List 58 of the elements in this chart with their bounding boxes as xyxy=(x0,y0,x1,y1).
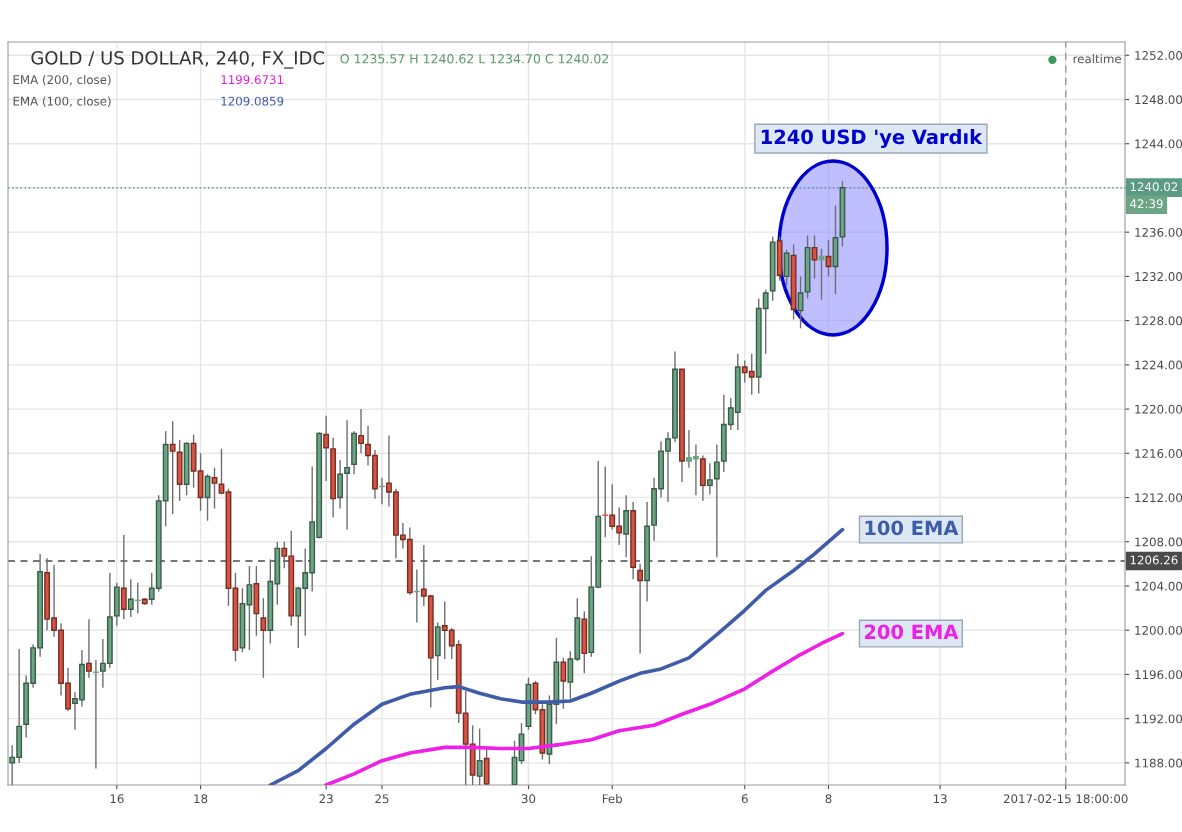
line-series xyxy=(268,527,845,785)
x-tick-label: 8 xyxy=(825,794,832,804)
y-tick-label: 1248.00 xyxy=(1135,95,1182,105)
annotation: EMA (100, close) xyxy=(13,96,111,107)
annotation: realtime xyxy=(1073,54,1122,64)
chart-title: GOLD / US DOLLAR, 240, FX_IDC xyxy=(31,51,325,69)
x-tick-label: Feb xyxy=(602,794,622,804)
x-tick-label: 18 xyxy=(194,794,208,804)
candlestick xyxy=(211,466,218,510)
y-tick-label: 1212.00 xyxy=(1135,493,1182,503)
y-tick-label: 1252.00 xyxy=(1135,50,1182,60)
candlestick xyxy=(706,462,713,495)
candlestick xyxy=(120,534,127,620)
x-tick-label: 16 xyxy=(110,794,124,804)
candlestick xyxy=(783,249,790,286)
y-tick-label: 1228.00 xyxy=(1135,316,1182,326)
ref-line-label: 1206.26 xyxy=(1130,555,1178,565)
candlestick xyxy=(560,657,567,710)
y-tick-label: 1220.00 xyxy=(1135,404,1182,414)
x-tick-label: 2017-02-15 18:00:00 xyxy=(1003,794,1128,804)
x-tick-label: 30 xyxy=(521,794,536,804)
candlestick xyxy=(476,727,483,785)
candlestick xyxy=(358,408,364,454)
y-tick-label: 1244.00 xyxy=(1135,139,1182,149)
annotation: 1240 USD 'ye Vardık xyxy=(761,129,983,149)
y-tick-label: 1224.00 xyxy=(1135,360,1182,370)
x-tick-label: 23 xyxy=(319,794,333,804)
series-label: 100 EMA xyxy=(865,520,959,536)
y-tick-label: 1188.00 xyxy=(1135,758,1182,768)
y-tick-label: 1216.00 xyxy=(1135,449,1182,458)
y-tick-label: 1232.00 xyxy=(1135,272,1182,282)
candlestick xyxy=(344,419,351,531)
candlestick xyxy=(169,420,176,515)
candlestick xyxy=(86,618,92,679)
candlestick xyxy=(260,597,267,679)
x-tick-label: 25 xyxy=(375,794,389,804)
y-tick-label: 1204.00 xyxy=(1135,581,1182,591)
y-tick-label: 1208.00 xyxy=(1135,537,1182,547)
candlestick xyxy=(337,459,344,510)
y-tick-label: 1236.00 xyxy=(1135,227,1182,237)
annotation: EMA (200, close) xyxy=(13,74,111,86)
candlestick xyxy=(811,234,818,280)
candlestick xyxy=(323,415,330,482)
text: 42:39 xyxy=(1130,199,1163,209)
line-series xyxy=(324,631,845,785)
annotation: 1199.6731 xyxy=(221,75,283,85)
x-tick-label: 13 xyxy=(933,794,947,804)
y-tick-label: 1192.00 xyxy=(1135,714,1182,724)
annotation: O 1235.57 H 1240.62 L 1234.70 C 1240.02 xyxy=(340,54,608,64)
candlestick xyxy=(623,494,630,558)
y-tick-label: 1196.00 xyxy=(1135,670,1182,680)
candlestick xyxy=(637,563,644,655)
candlestick xyxy=(818,248,825,301)
x-tick-label: 6 xyxy=(741,794,748,804)
ref-line-label: 1240.02 xyxy=(1130,182,1178,192)
annotation: 1209.0859 xyxy=(221,96,284,106)
y-tick-label: 1200.00 xyxy=(1135,625,1182,635)
series-label: 200 EMA xyxy=(864,624,959,640)
